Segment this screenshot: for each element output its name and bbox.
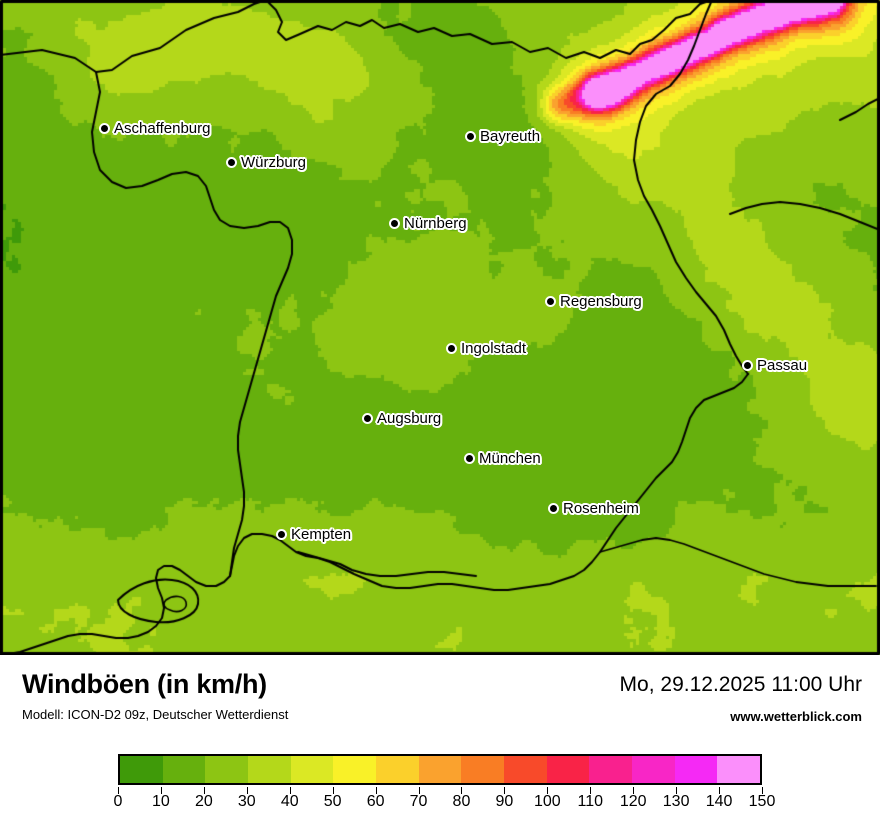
colorbar-swatch-50-60 — [333, 756, 377, 783]
colorbar-tick-100 — [547, 787, 549, 794]
colorbar-tick-110 — [590, 787, 592, 794]
city-label: Regensburg — [560, 293, 642, 310]
colorbar-legend: 0 10 20 30 40 50 60 70 80 90 100 110 120 130 140 150 — [0, 754, 880, 830]
colorbar-swatch-130-140 — [674, 756, 718, 783]
city-dot-icon — [362, 413, 373, 424]
colorbar-label-60: 60 — [366, 793, 385, 810]
city-label: Augsburg — [377, 410, 442, 427]
city-marker-regensburg[interactable]: Regensburg — [545, 294, 642, 309]
map-footer: Windböen (in km/h) Modell: ICON-D2 09z, … — [0, 655, 880, 830]
colorbar-swatch-30-40 — [248, 756, 291, 783]
colorbar-tick-140 — [719, 787, 721, 794]
city-dot-icon — [446, 343, 457, 354]
website-credit: www.wetterblick.com — [730, 709, 862, 724]
colorbar-swatch-120-130 — [632, 756, 675, 783]
city-marker-nrnberg[interactable]: Nürnberg — [389, 216, 467, 231]
city-dot-icon — [548, 503, 559, 514]
colorbar-tick-40 — [289, 787, 291, 794]
city-marker-mnchen[interactable]: München — [464, 451, 541, 466]
city-marker-kempten[interactable]: Kempten — [276, 527, 351, 542]
city-label: Ingolstadt — [461, 340, 527, 357]
city-label: Kempten — [291, 526, 352, 543]
colorbar-ticks — [118, 787, 763, 813]
colorbar-label-0: 0 — [113, 793, 123, 810]
colorbar-label-50: 50 — [323, 793, 342, 810]
city-marker-rosenheim[interactable]: Rosenheim — [548, 501, 639, 516]
city-marker-bayreuth[interactable]: Bayreuth — [465, 129, 540, 144]
city-label: Rosenheim — [563, 500, 639, 517]
city-dot-icon — [99, 123, 110, 134]
colorbar-tick-20 — [203, 787, 205, 794]
city-dot-icon — [226, 157, 237, 168]
colorbar-tick-0 — [118, 787, 119, 794]
city-dot-icon — [545, 296, 556, 307]
colorbar-swatch-40-50 — [290, 756, 334, 783]
colorbar-swatch-20-30 — [205, 756, 249, 783]
colorbar-label-10: 10 — [152, 793, 170, 810]
city-marker-wrzburg[interactable]: Würzburg — [226, 155, 306, 170]
city-dot-icon — [389, 218, 400, 229]
city-marker-passau[interactable]: Passau — [742, 358, 807, 373]
colorbar-label-20: 20 — [194, 793, 213, 810]
colorbar-swatch-140-150 — [717, 756, 761, 783]
city-label: Aschaffenburg — [114, 120, 211, 137]
city-label: Bayreuth — [480, 128, 541, 145]
colorbar-swatch-80-90 — [461, 756, 505, 783]
colorbar-label-110: 110 — [577, 793, 604, 810]
colorbar-tick-70 — [418, 787, 420, 794]
city-dot-icon — [276, 529, 287, 540]
colorbar-tick-50 — [332, 787, 334, 794]
colorbar-label-70: 70 — [409, 793, 428, 810]
colorbar-swatch-90-100 — [504, 756, 547, 783]
colorbar-tick-30 — [246, 787, 248, 794]
colorbar-label-40: 40 — [280, 793, 299, 810]
colorbar-tick-120 — [633, 787, 635, 794]
colorbar-tick-80 — [461, 787, 463, 794]
city-dot-icon — [465, 131, 476, 142]
city-label: Würzburg — [241, 154, 307, 171]
page-title: Windböen (in km/h) — [22, 669, 267, 699]
colorbar-swatch-70-80 — [418, 756, 462, 783]
colorbar-label-150: 150 — [748, 793, 776, 810]
colorbar-label-140: 140 — [705, 793, 733, 810]
colorbar-label-90: 90 — [495, 793, 514, 810]
city-label: München — [479, 450, 541, 467]
city-marker-augsburg[interactable]: Augsburg — [362, 411, 441, 426]
colorbar-tick-150 — [762, 787, 763, 794]
city-marker-ingolstadt[interactable]: Ingolstadt — [446, 341, 526, 356]
colorbar-label-130: 130 — [662, 793, 690, 810]
wind-gust-raster — [0, 0, 880, 655]
model-subtitle: Modell: ICON-D2 09z, Deutscher Wetterdie… — [22, 707, 289, 722]
colorbar-swatch-100-110 — [546, 756, 590, 783]
colorbar-swatch-10-20 — [162, 756, 206, 783]
valid-datetime: Mo, 29.12.2025 11:00 Uhr — [619, 673, 862, 696]
colorbar-label-30: 30 — [237, 793, 256, 810]
city-marker-aschaffenburg[interactable]: Aschaffenburg — [99, 121, 210, 136]
city-dot-icon — [464, 453, 475, 464]
colorbar-tick-10 — [160, 787, 162, 794]
colorbar-tick-60 — [375, 787, 377, 794]
city-label: Nürnberg — [404, 215, 467, 232]
city-label: Passau — [757, 357, 808, 374]
wind-gust-map[interactable]: Aschaffenburg Würzburg Bayreuth Nürnberg Reg… — [0, 0, 880, 655]
colorbar-tick-130 — [676, 787, 678, 794]
colorbar-gradient[interactable] — [118, 754, 762, 785]
colorbar-label-120: 120 — [619, 793, 647, 810]
colorbar-tick-labels: 0 10 20 30 40 50 60 70 80 90 100 110 120 130 140 150 — [0, 792, 880, 818]
colorbar-label-100: 100 — [533, 793, 561, 810]
colorbar-swatch-110-120 — [589, 756, 633, 783]
colorbar-swatch-60-70 — [376, 756, 419, 783]
city-dot-icon — [742, 360, 753, 371]
colorbar-label-80: 80 — [452, 793, 471, 810]
colorbar-tick-90 — [504, 787, 506, 794]
colorbar-swatch-0-10 — [120, 756, 163, 783]
